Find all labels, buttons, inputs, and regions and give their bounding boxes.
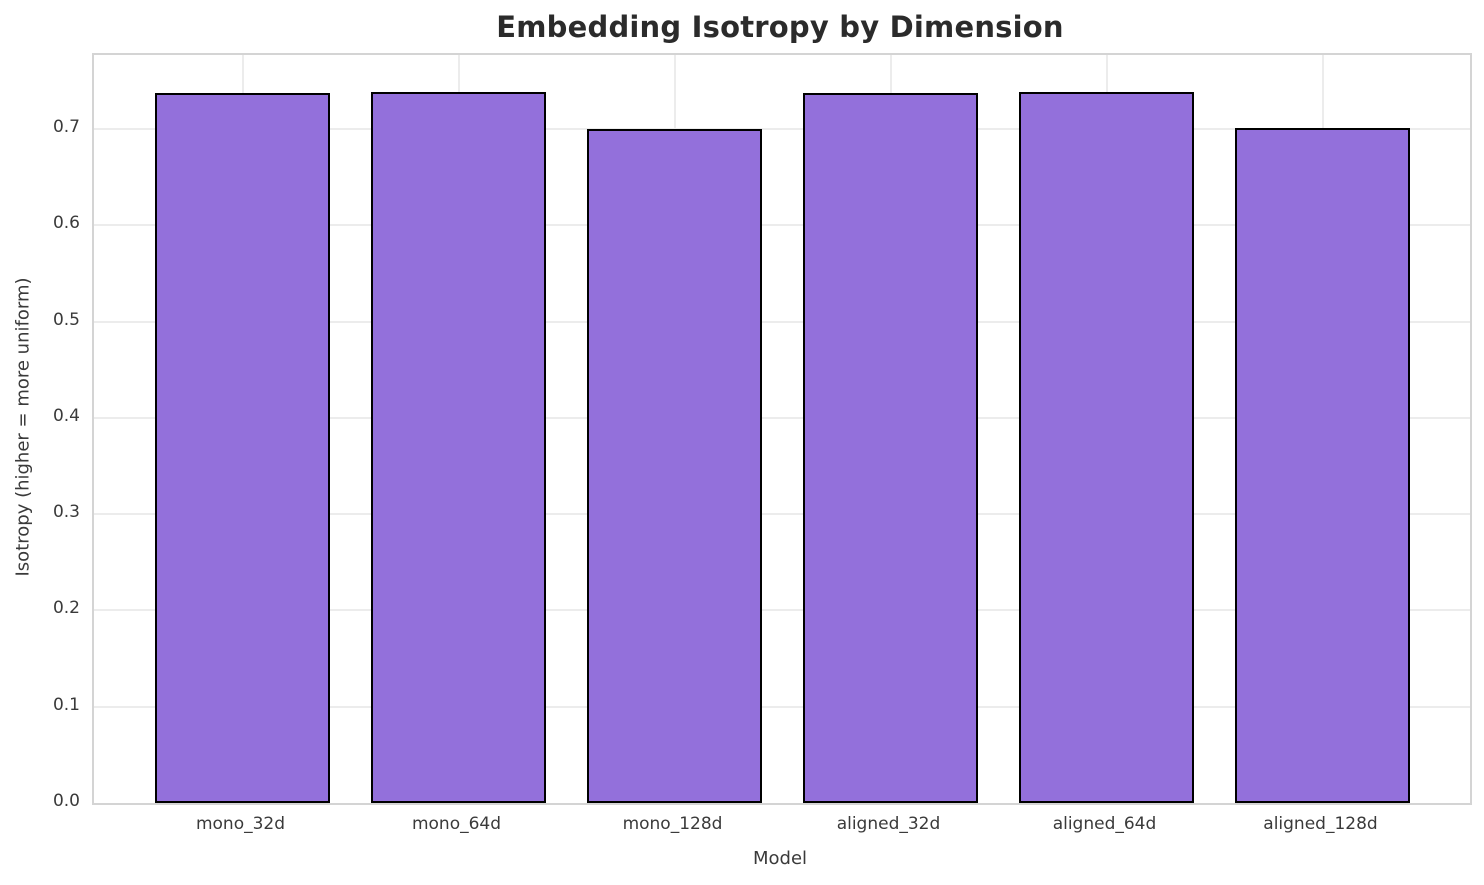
y-tick-label-0.0: 0.0 <box>52 791 80 811</box>
plot-area <box>92 53 1472 805</box>
y-tick-label-0.2: 0.2 <box>52 598 80 619</box>
y-gridline-0.1 <box>94 705 1470 708</box>
y-gridline-0.2 <box>94 609 1470 612</box>
y-axis-label: Isotropy (higher = more uniform) <box>12 277 34 577</box>
bar-mono_64d <box>371 91 546 803</box>
y-tick-label-0.5: 0.5 <box>52 309 80 330</box>
x-tick-label-aligned_128d: aligned_128d <box>1263 814 1378 834</box>
bar-aligned_128d <box>1235 128 1410 803</box>
x-tick-label-mono_64d: mono_64d <box>411 814 502 834</box>
chart-title: Embedding Isotropy by Dimension <box>496 10 1064 44</box>
bar-mono_128d <box>587 129 762 803</box>
y-tick-label-0.4: 0.4 <box>52 405 80 426</box>
bar-aligned_32d <box>803 92 978 803</box>
x-tick-label-mono_32d: mono_32d <box>195 814 286 834</box>
y-tick-label-0.1: 0.1 <box>52 694 80 715</box>
y-gridline-0.4 <box>94 416 1470 419</box>
x-tick-label-aligned_64d: aligned_64d <box>1052 814 1157 834</box>
bar-aligned_64d <box>1019 91 1194 803</box>
y-gridline-0.7 <box>94 128 1470 131</box>
y-gridline-0.3 <box>94 513 1470 516</box>
y-tick-label-0.3: 0.3 <box>52 502 80 523</box>
x-tick-label-mono_128d: mono_128d <box>622 814 723 834</box>
y-tick-label-0.7: 0.7 <box>52 117 80 138</box>
y-tick-label-0.6: 0.6 <box>52 213 80 234</box>
y-gridline-0.6 <box>94 224 1470 227</box>
y-gridline-0.5 <box>94 320 1470 323</box>
x-axis-label: Model <box>752 848 808 869</box>
x-tick-label-aligned_32d: aligned_32d <box>836 814 941 834</box>
bar-mono_32d <box>155 92 330 803</box>
